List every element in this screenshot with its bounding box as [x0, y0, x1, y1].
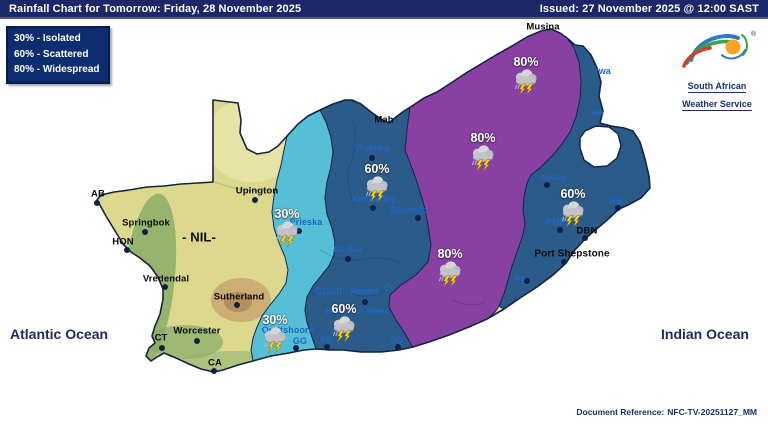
sun-icon	[725, 39, 741, 55]
legend-item-widespread: 80% - Widespread	[14, 64, 100, 75]
issued-timestamp: Issued: 27 November 2025 @ 12:00 SAST	[539, 2, 759, 15]
registered-mark: ®	[751, 30, 757, 38]
country-outline	[96, 28, 651, 373]
saws-logo: ® South African Weather Service	[674, 27, 760, 112]
eswatini-enclave	[579, 125, 622, 168]
logo-text-line1: South African	[687, 81, 747, 93]
legend-item-scattered: 60% - Scattered	[14, 48, 89, 60]
logo-text-line2: Weather Service	[682, 99, 752, 111]
probability-legend: 30% - Isolated 60% - Scattered 80% - Wid…	[6, 26, 110, 84]
saws-logo-mark: ®	[682, 30, 757, 68]
page-title: Rainfall Chart for Tomorrow: Friday, 28 …	[9, 2, 302, 15]
legend-item-isolated: 30% - Isolated	[14, 33, 81, 44]
top-bar: Rainfall Chart for Tomorrow: Friday, 28 …	[0, 0, 768, 19]
province-boundaries	[311, 117, 487, 306]
